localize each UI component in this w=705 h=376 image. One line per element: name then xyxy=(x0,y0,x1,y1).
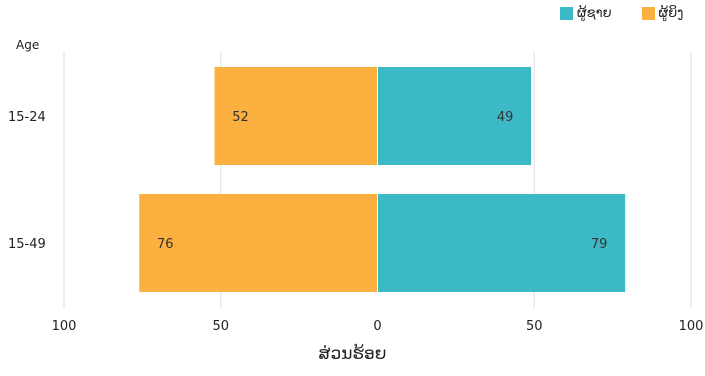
legend-label-female: ຜູ້ຍິງ xyxy=(658,6,684,21)
legend-swatch-female xyxy=(641,7,655,20)
data-label: 52 xyxy=(232,110,249,125)
x-tick-label: 50 xyxy=(212,319,229,334)
x-tick-label: 100 xyxy=(679,319,704,334)
legend-item-male: ຜູ້ຊາຍ xyxy=(560,6,612,21)
data-label: 79 xyxy=(591,237,608,252)
legend-label-male: ຜູ້ຊາຍ xyxy=(577,6,612,21)
x-axis-title: ສ່ວນຮ້ອຍ xyxy=(318,344,387,364)
data-label: 49 xyxy=(497,110,514,125)
x-tick-label: 50 xyxy=(526,319,543,334)
legend-item-female: ຜູ້ຍິງ xyxy=(641,6,684,21)
x-tick-label: 100 xyxy=(52,319,77,334)
y-axis-title: Age xyxy=(16,38,40,52)
legend-swatch-male xyxy=(560,7,573,20)
bar-male xyxy=(377,67,532,165)
x-tick-label: 0 xyxy=(373,319,381,334)
bar-female xyxy=(139,194,378,292)
bar-female xyxy=(214,67,378,165)
category-label: 15-24 xyxy=(8,110,46,125)
legend: ຜູ້ຊາຍ ຜູ້ຍິງ xyxy=(560,6,683,21)
category-label: 15-49 xyxy=(8,237,46,252)
data-label: 76 xyxy=(157,237,174,252)
bar-male xyxy=(377,194,626,292)
